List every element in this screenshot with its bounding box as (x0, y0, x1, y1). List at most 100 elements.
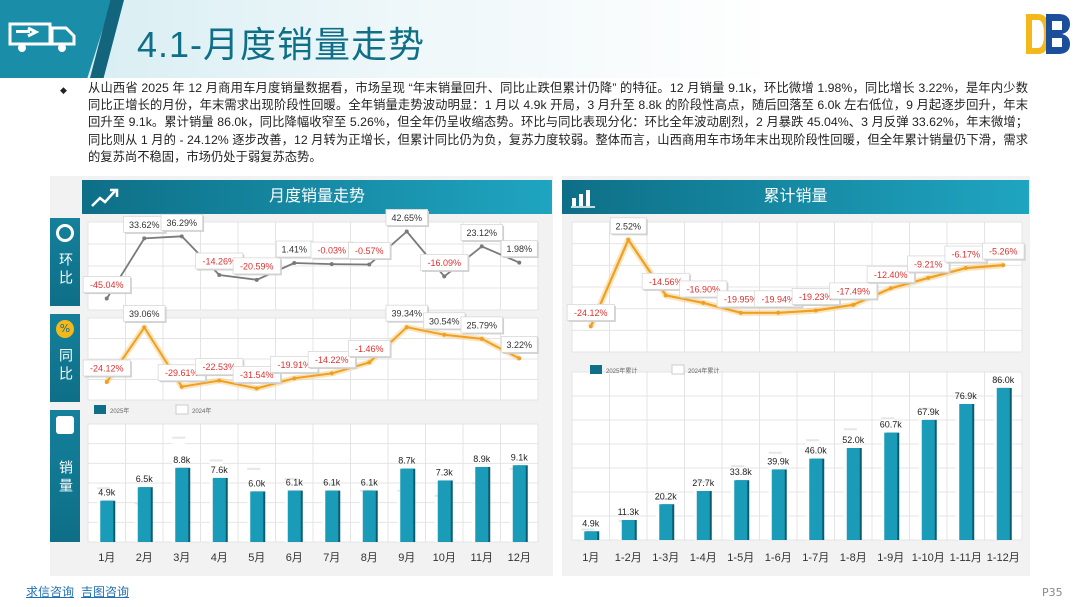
tongbi-data-label: -24.12% (90, 363, 124, 373)
cum-sales-bar-2024-cap (956, 395, 970, 398)
cum-sales-legend-label-2025: 2025年累计 (606, 367, 637, 375)
cum-yoy-point (626, 237, 631, 242)
cum-yoy-label-box (609, 217, 647, 235)
tongbi-data-label: -29.61% (165, 368, 199, 378)
cum-sales-bar-2025 (621, 520, 635, 540)
huanbi-data-label: 23.12% (466, 228, 497, 238)
cum-sales-bar-2024-cap (693, 480, 707, 483)
brand-logo-icon (1026, 14, 1070, 54)
huanbi-point (142, 236, 147, 241)
cum-sales-bar-2025 (959, 404, 973, 540)
tongbi-point (479, 336, 484, 341)
tongbi-point (217, 378, 222, 383)
header-gradient (80, 0, 780, 78)
cum-yoy-data-label: -12.40% (874, 270, 908, 280)
huanbi-data-label: 42.65% (391, 213, 422, 223)
monthly-sales-bar-label: 8.9k (473, 454, 491, 464)
huanbi-point (329, 262, 334, 267)
cum-sales-bar-2024-cap (881, 417, 895, 420)
monthly-sales-category-label: 4月 (211, 552, 228, 564)
cum-yoy-point (663, 293, 668, 298)
cum-yoy-point (963, 266, 968, 271)
cum-sales-bar-label: 52.0k (842, 435, 865, 445)
cum-yoy-point (1001, 263, 1006, 268)
tongbi-label-box (500, 335, 538, 353)
cum-sales-bar-2025 (809, 458, 823, 540)
monthly-sales-bar-2025 (100, 500, 114, 542)
monthly-sales-bar-label: 7.6k (211, 465, 229, 475)
page-title: 4.1-月度销量走势 (137, 24, 426, 65)
cum-sales-bar-2025 (734, 480, 748, 540)
cum-yoy-point (813, 308, 818, 313)
huanbi-point (217, 272, 222, 277)
cum-sales-legend-label-2024: 2024年累计 (688, 367, 719, 375)
cum-sales-bar-2024-cap (731, 465, 745, 468)
cum-sales-bar-label: 46.0k (805, 446, 828, 456)
tongbi-label-box (460, 316, 503, 334)
cum-sales-bar-label: 27.7k (692, 478, 715, 488)
cum-yoy-data-label: 2.52% (615, 221, 641, 231)
cum-sales-category-label: 1-5月 (727, 552, 754, 564)
huanbi-data-label: -45.04% (90, 280, 124, 290)
percent-icon: % (56, 320, 74, 338)
tongbi-data-label: 39.06% (129, 309, 160, 319)
cum-yoy-data-label: -24.12% (574, 308, 608, 318)
cum-yoy-label-box (907, 255, 950, 273)
cum-sales-bar-2024-cap (843, 428, 857, 431)
cum-yoy-point (738, 310, 743, 315)
bullet-diamond-icon: ◆ (60, 86, 67, 96)
cum-yoy-data-label: -9.21% (914, 259, 943, 269)
monthly-sales-legend-swatch-2025 (94, 405, 106, 414)
huanbi-data-label: 36.29% (166, 218, 197, 228)
monthly-sales-bar-2025 (475, 466, 489, 542)
cum-sales-bar-label: 76.9k (955, 391, 978, 401)
tongbi-point (179, 384, 184, 389)
cum-sales-category-label: 1-10月 (912, 552, 945, 564)
trend-up-icon (91, 188, 119, 207)
right-panel-header: 累计销量 (562, 180, 1029, 214)
cum-yoy-point (851, 302, 856, 307)
monthly-sales-bar-2025 (437, 480, 451, 542)
huanbi-label-box (460, 223, 503, 241)
monthly-sales-category-label: 8月 (361, 552, 378, 564)
monthly-sales-bar-label: 6.1k (286, 478, 304, 488)
cum-sales-bar-2025 (996, 387, 1010, 540)
huanbi-point (292, 261, 297, 266)
huanbi-data-label: 1.41% (281, 245, 307, 255)
huanbi-data-label: -20.59% (240, 261, 274, 271)
cum-sales-bar-2025 (771, 469, 785, 540)
tongbi-label-box (307, 351, 356, 368)
cum-yoy-point (888, 286, 893, 291)
link-qiuxin[interactable]: 求信咨询 (26, 585, 75, 599)
huanbi-point (179, 234, 184, 239)
cum-yoy-data-label: -19.95% (724, 294, 758, 304)
tongbi-point (104, 379, 109, 384)
tongbi-label-box (123, 305, 166, 322)
link-jitu[interactable]: 吉图咨询 (81, 585, 130, 599)
cum-sales-category-label: 1-8月 (840, 552, 867, 564)
huanbi-label-box (500, 240, 538, 257)
cum-sales-legend-swatch-2025 (590, 365, 602, 374)
huanbi-data-label: -0.03% (317, 246, 346, 256)
cum-yoy-data-label: -19.23% (799, 292, 833, 302)
cum-sales-bar-label: 86.0k (992, 375, 1015, 385)
cum-sales-category-label: 1-3月 (652, 552, 679, 564)
huanbi-label-box (160, 213, 203, 231)
side-label-tongbi: % 同比 (50, 314, 80, 402)
monthly-sales-category-label: 12月 (508, 552, 531, 564)
cum-sales-bar-2025 (696, 491, 710, 540)
cum-sales-category-label: 1-9月 (877, 552, 904, 564)
monthly-sales-category-label: 2月 (136, 552, 153, 564)
monthly-sales-bar-2025 (362, 490, 376, 542)
cum-sales-bar-2025 (584, 531, 598, 540)
cum-yoy-data-label: -6.17% (951, 250, 980, 260)
right-panel-title: 累计销量 (763, 188, 828, 205)
cum-yoy-data-label: -17.49% (836, 286, 870, 296)
monthly-sales-bar-label: 6.1k (361, 478, 379, 488)
side-huanbi-text: 环比 (57, 252, 73, 288)
truck-icon (8, 22, 76, 52)
huanbi-data-label: 1.98% (506, 244, 532, 254)
cum-sales-category-label: 1-4月 (690, 552, 717, 564)
cum-sales-category-label: 1-6月 (765, 552, 792, 564)
tongbi-label-box (232, 365, 281, 383)
